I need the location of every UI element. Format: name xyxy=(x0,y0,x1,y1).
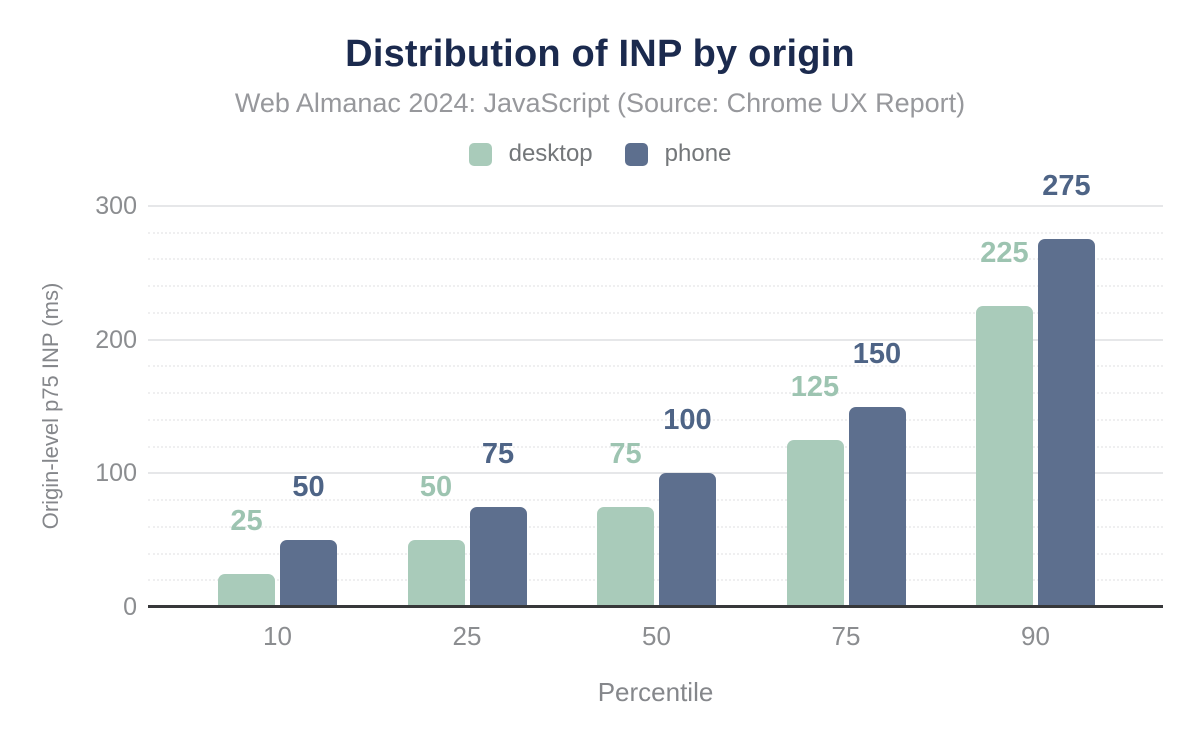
bar-desktop-p50 xyxy=(597,506,654,607)
legend-swatch-phone xyxy=(624,142,648,166)
bar-phone-p10 xyxy=(280,540,337,607)
bar-desktop-p90 xyxy=(976,306,1033,607)
x-tick-label: 75 xyxy=(831,621,861,651)
minor-gridline xyxy=(148,231,1163,234)
minor-gridline xyxy=(148,285,1163,288)
minor-gridline xyxy=(148,525,1163,528)
chart-subtitle: Web Almanac 2024: JavaScript (Source: Ch… xyxy=(234,88,966,118)
y-axis-title-text: Origin-level p75 INP (ms) xyxy=(38,282,63,530)
bar-label-phone-p50: 100 xyxy=(663,404,712,437)
legend-label: phone xyxy=(664,140,732,167)
minor-gridline xyxy=(148,365,1163,368)
bar-phone-p75 xyxy=(848,406,906,607)
chart-title: Distribution of INP by origin xyxy=(345,33,855,75)
y-tick-label: 0 xyxy=(123,593,137,621)
minor-gridline xyxy=(148,258,1163,261)
minor-gridline xyxy=(148,311,1163,314)
minor-gridline xyxy=(148,445,1163,448)
bar-desktop-p75 xyxy=(786,439,844,607)
legend-swatch-desktop xyxy=(468,142,492,166)
minor-gridline xyxy=(148,579,1163,582)
major-gridline xyxy=(148,472,1163,475)
bar-label-phone-p75: 150 xyxy=(852,337,902,370)
bar-label-desktop-p90: 225 xyxy=(980,237,1029,270)
bar-label-desktop-p50: 75 xyxy=(609,437,642,470)
minor-gridline xyxy=(148,499,1163,502)
minor-gridline xyxy=(148,392,1163,395)
y-tick-label: 100 xyxy=(95,459,137,488)
legend-item-desktop[interactable]: desktop xyxy=(468,140,593,168)
bar-label-phone-p90: 275 xyxy=(1042,170,1091,203)
x-tick-label: 25 xyxy=(452,621,482,651)
minor-gridline xyxy=(148,552,1163,555)
minor-gridline xyxy=(148,418,1163,421)
bar-phone-p90 xyxy=(1038,239,1095,607)
bar-desktop-p10 xyxy=(218,573,275,607)
bar-label-desktop-p75: 125 xyxy=(790,370,840,403)
major-gridline xyxy=(148,205,1163,207)
legend-item-phone[interactable]: phone xyxy=(624,140,732,168)
bar-label-phone-p10: 50 xyxy=(292,471,325,504)
legend: desktop phone xyxy=(0,140,1200,168)
y-tick-label: 300 xyxy=(95,192,137,220)
major-gridline xyxy=(148,338,1163,341)
y-tick-label: 200 xyxy=(95,325,137,354)
bar-phone-p25 xyxy=(469,506,527,607)
bar-phone-p50 xyxy=(659,473,716,607)
x-tick-label: 10 xyxy=(263,621,292,651)
x-axis-line xyxy=(148,605,1163,608)
bar-label-desktop-p25: 50 xyxy=(419,471,453,504)
x-axis-title: Percentile xyxy=(597,677,714,707)
bar-label-phone-p25: 75 xyxy=(481,437,515,470)
bar-desktop-p25 xyxy=(407,540,465,607)
x-tick-label: 90 xyxy=(1021,621,1050,651)
x-tick-label: 50 xyxy=(642,621,671,651)
bar-label-desktop-p10: 25 xyxy=(230,504,263,537)
legend-label: desktop xyxy=(508,140,593,167)
